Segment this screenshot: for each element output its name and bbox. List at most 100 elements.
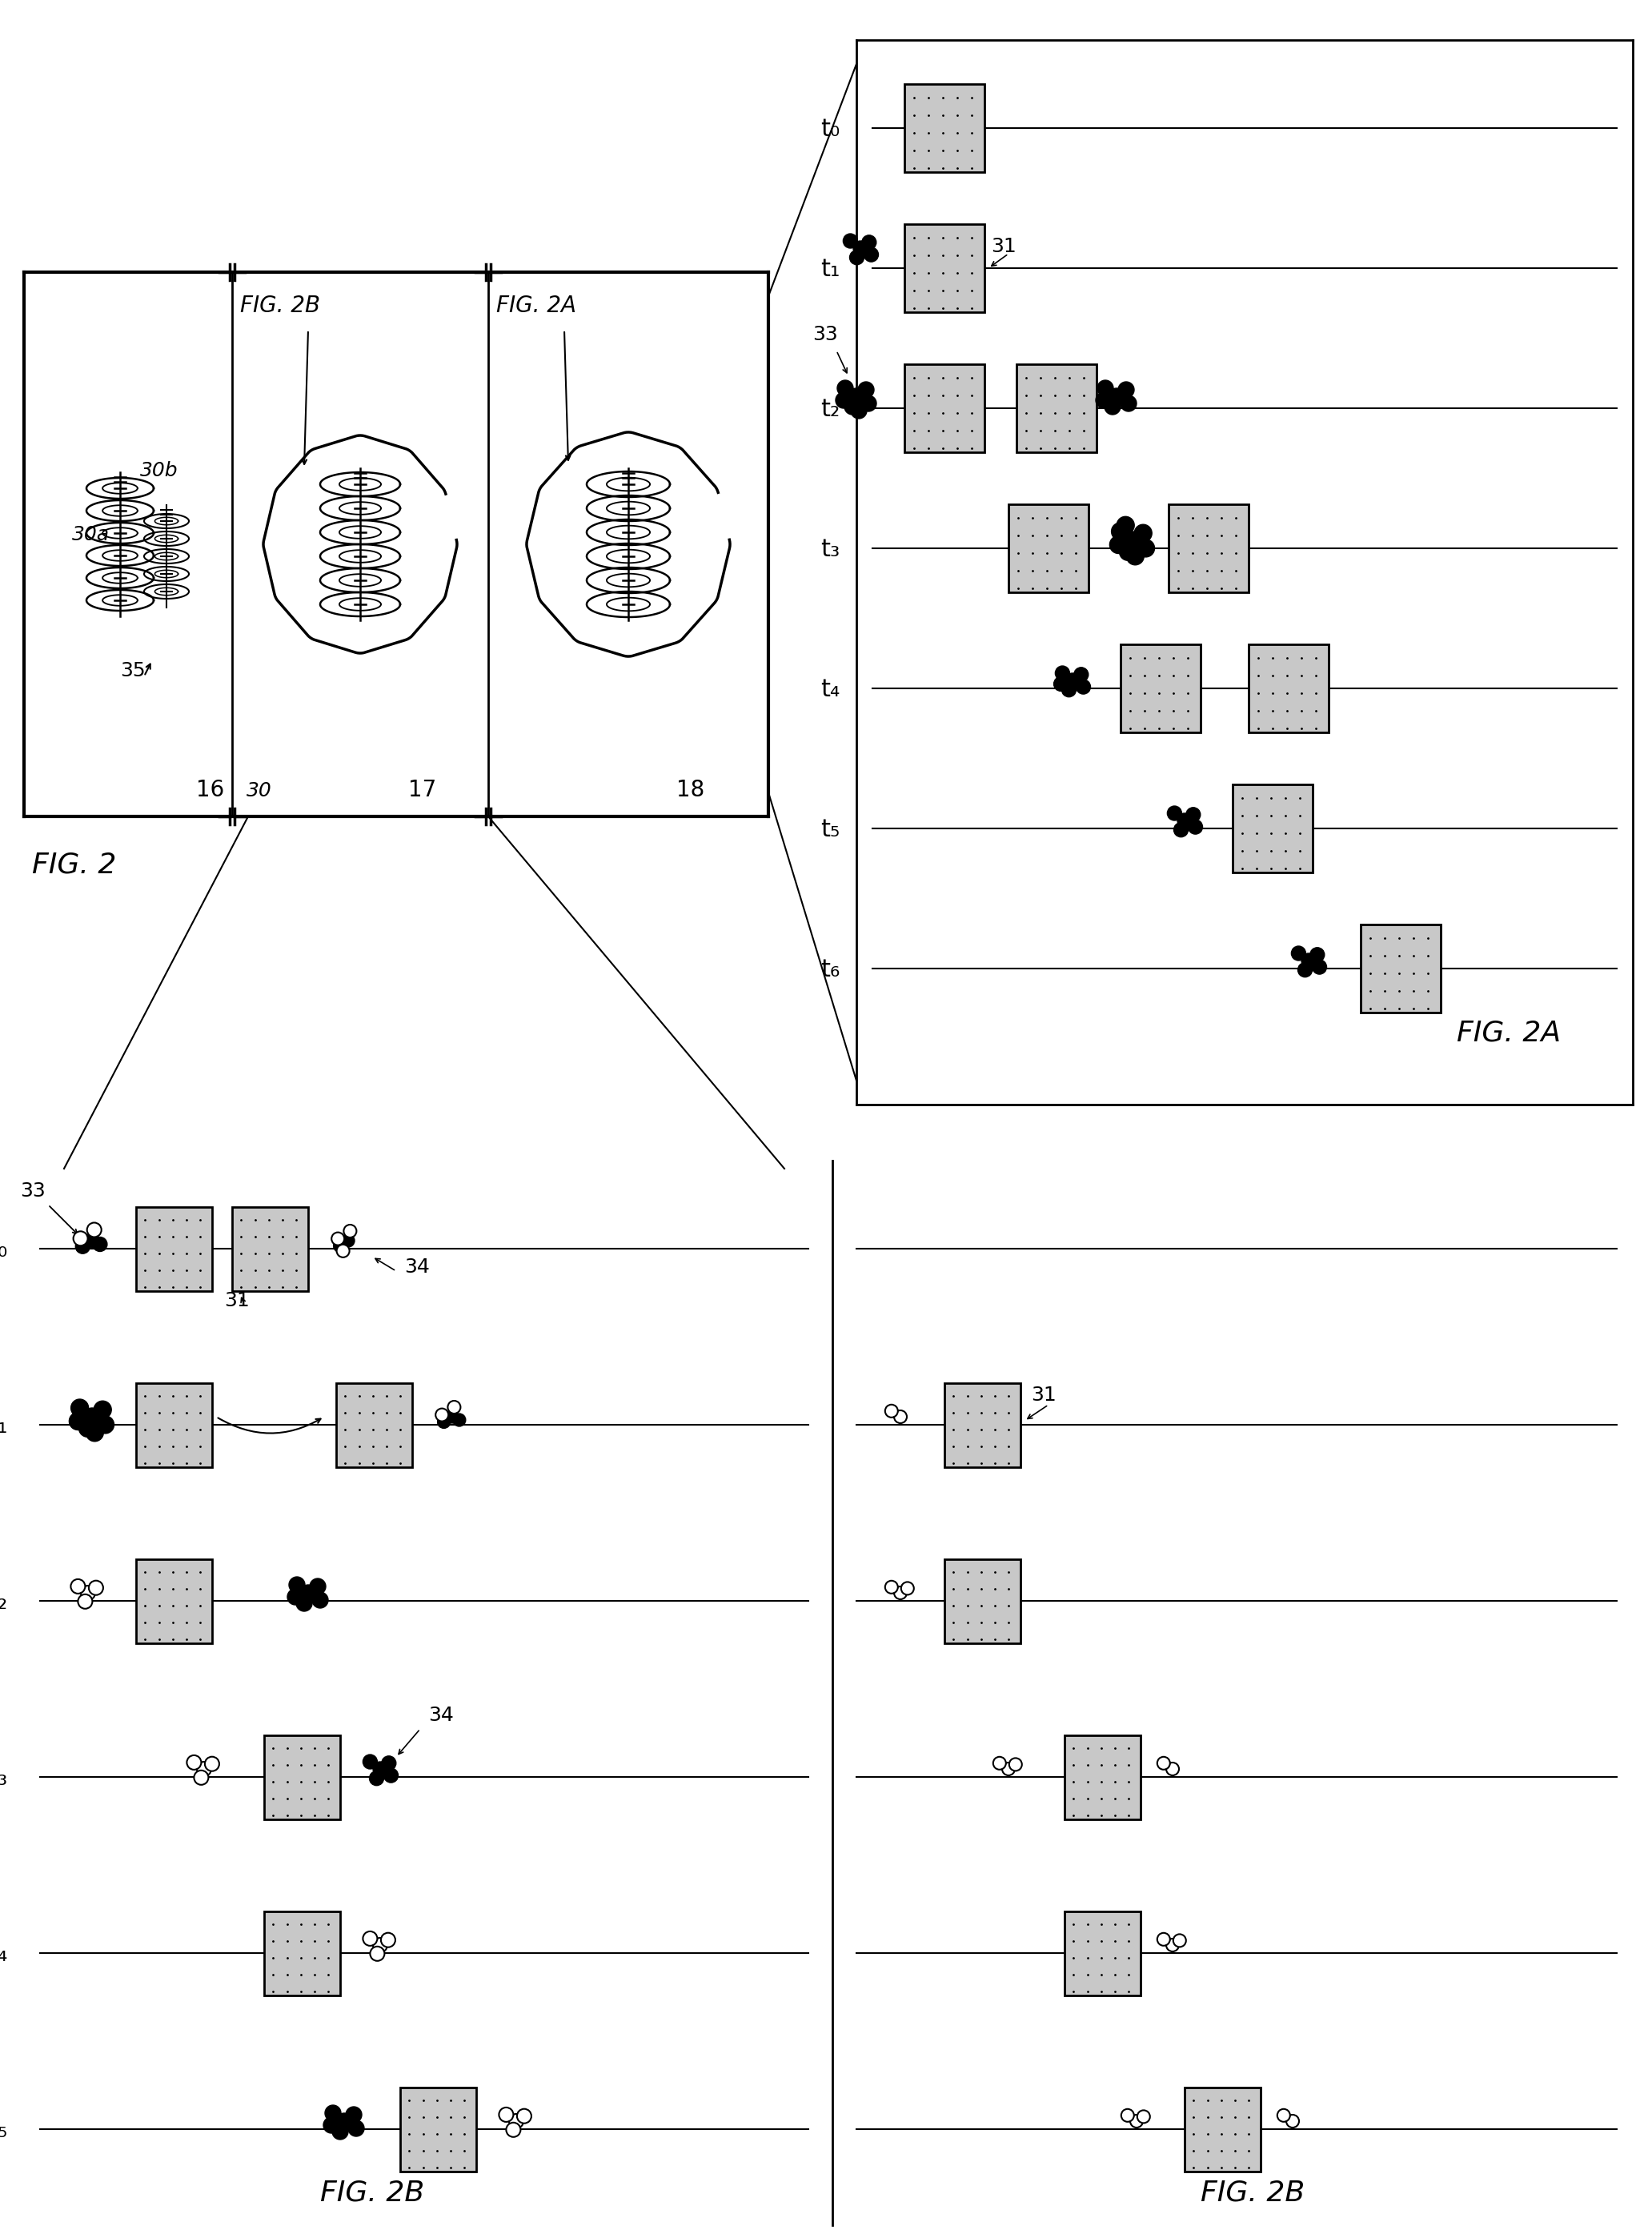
- Text: 34: 34: [405, 1258, 430, 1276]
- Text: 30: 30: [246, 782, 273, 800]
- Circle shape: [1110, 536, 1127, 554]
- Text: 18: 18: [676, 780, 704, 802]
- Text: 30b: 30b: [140, 460, 178, 480]
- Text: 35: 35: [121, 661, 145, 681]
- Text: t₃: t₃: [0, 1767, 7, 1789]
- Circle shape: [1186, 806, 1201, 822]
- FancyBboxPatch shape: [1249, 643, 1328, 733]
- Circle shape: [843, 235, 857, 248]
- Circle shape: [1120, 395, 1137, 411]
- FancyBboxPatch shape: [1016, 364, 1097, 451]
- Circle shape: [1003, 1763, 1014, 1776]
- Circle shape: [446, 1410, 459, 1423]
- Circle shape: [1137, 2111, 1150, 2122]
- Text: 16: 16: [197, 780, 225, 802]
- Text: t₆: t₆: [821, 958, 839, 981]
- FancyBboxPatch shape: [904, 364, 985, 451]
- FancyBboxPatch shape: [135, 1206, 211, 1291]
- Text: 31: 31: [991, 237, 1016, 257]
- Circle shape: [370, 1772, 383, 1785]
- Circle shape: [93, 1238, 107, 1251]
- Circle shape: [1118, 382, 1135, 398]
- Text: t₂: t₂: [821, 398, 839, 420]
- Circle shape: [312, 1593, 329, 1608]
- Text: t₅: t₅: [821, 818, 839, 842]
- Circle shape: [885, 1582, 899, 1593]
- Circle shape: [89, 1582, 102, 1595]
- Text: t₁: t₁: [821, 257, 839, 281]
- Circle shape: [1302, 954, 1317, 967]
- Circle shape: [1175, 822, 1188, 838]
- Circle shape: [73, 1231, 88, 1247]
- Circle shape: [894, 1586, 907, 1600]
- Circle shape: [301, 1584, 316, 1602]
- Circle shape: [332, 2125, 349, 2140]
- Circle shape: [349, 2120, 363, 2136]
- Circle shape: [1123, 532, 1142, 550]
- Circle shape: [857, 382, 874, 398]
- Circle shape: [849, 250, 864, 264]
- Circle shape: [79, 1419, 96, 1436]
- Circle shape: [193, 1769, 208, 1785]
- Circle shape: [325, 2104, 340, 2120]
- Circle shape: [382, 1932, 395, 1948]
- Text: FIG. 2B: FIG. 2B: [1201, 2180, 1305, 2207]
- Circle shape: [373, 1763, 387, 1776]
- Text: FIG. 2B: FIG. 2B: [240, 295, 320, 317]
- Circle shape: [844, 398, 861, 416]
- Circle shape: [900, 1582, 914, 1595]
- Circle shape: [1009, 1758, 1023, 1772]
- Circle shape: [861, 395, 877, 411]
- Text: FIG. 2B: FIG. 2B: [320, 2180, 425, 2207]
- Circle shape: [370, 1946, 385, 1961]
- Text: FIG. 2A: FIG. 2A: [496, 295, 577, 317]
- Circle shape: [517, 2109, 532, 2122]
- Circle shape: [1074, 668, 1089, 681]
- FancyBboxPatch shape: [1120, 643, 1201, 733]
- FancyBboxPatch shape: [135, 1383, 211, 1468]
- Circle shape: [335, 2113, 352, 2129]
- FancyBboxPatch shape: [1184, 2087, 1260, 2171]
- Circle shape: [836, 393, 852, 409]
- FancyBboxPatch shape: [1064, 1912, 1140, 1995]
- Text: 31: 31: [225, 1291, 249, 1311]
- Circle shape: [438, 1416, 451, 1428]
- Circle shape: [1166, 1763, 1180, 1776]
- Text: t₀: t₀: [0, 1238, 7, 1262]
- FancyBboxPatch shape: [135, 1559, 211, 1644]
- Text: t₀: t₀: [821, 118, 839, 141]
- Circle shape: [1312, 961, 1327, 974]
- Circle shape: [296, 1595, 312, 1611]
- Circle shape: [1135, 525, 1151, 543]
- Circle shape: [1130, 2116, 1143, 2127]
- Circle shape: [453, 1414, 466, 1425]
- Circle shape: [1105, 398, 1120, 416]
- Circle shape: [894, 1410, 907, 1423]
- Circle shape: [334, 1240, 347, 1253]
- Circle shape: [363, 1932, 377, 1946]
- Circle shape: [1056, 666, 1069, 681]
- FancyBboxPatch shape: [1008, 505, 1089, 592]
- Circle shape: [1054, 677, 1069, 690]
- Circle shape: [96, 1416, 114, 1434]
- Circle shape: [1137, 538, 1155, 556]
- Circle shape: [345, 2107, 362, 2122]
- FancyBboxPatch shape: [264, 1736, 340, 1818]
- Text: t₅: t₅: [0, 2118, 7, 2142]
- Text: 30a: 30a: [73, 525, 109, 545]
- Circle shape: [838, 380, 852, 395]
- Circle shape: [448, 1401, 461, 1414]
- FancyBboxPatch shape: [1168, 505, 1249, 592]
- Polygon shape: [263, 436, 458, 652]
- Polygon shape: [527, 431, 730, 657]
- Circle shape: [69, 1412, 88, 1430]
- Circle shape: [1156, 1932, 1170, 1946]
- Circle shape: [864, 248, 879, 261]
- Circle shape: [885, 1405, 899, 1416]
- Circle shape: [383, 1769, 398, 1783]
- Circle shape: [363, 1754, 377, 1769]
- FancyBboxPatch shape: [945, 1383, 1021, 1468]
- Circle shape: [1277, 2109, 1290, 2122]
- Circle shape: [1127, 547, 1143, 565]
- Circle shape: [993, 1756, 1006, 1769]
